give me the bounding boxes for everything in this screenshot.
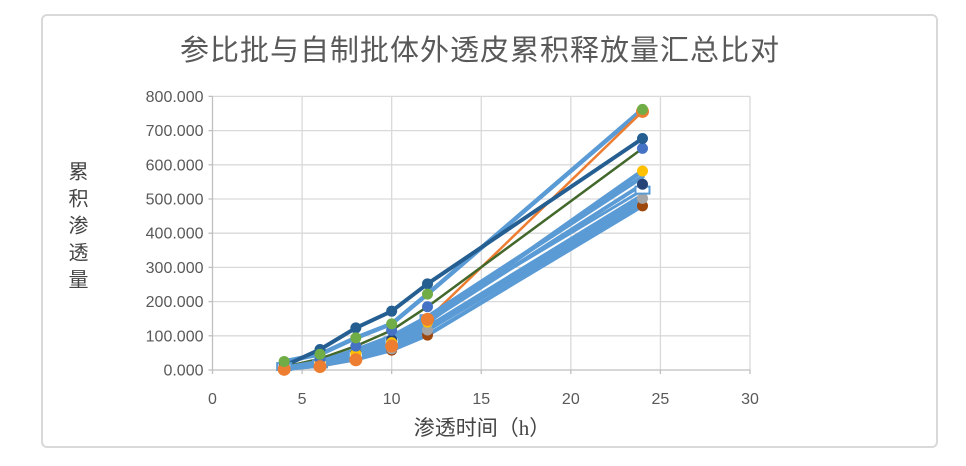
series-5-data-point: [637, 165, 648, 177]
series-7-data-point: [637, 178, 648, 190]
chart-title: 参比批与自制批体外透皮累积释放量汇总比对: [179, 35, 780, 67]
series-3-line: [282, 136, 645, 368]
x-axis-title: 渗透时间（h）: [413, 416, 551, 440]
series-2-data-point: [313, 360, 327, 374]
y-tick-label: 200.000: [146, 294, 204, 311]
series-4-data-point: [422, 301, 433, 313]
series-12-data-point: [637, 200, 648, 212]
series-3-data-point: [637, 132, 648, 144]
series-1-data-point: [386, 318, 398, 330]
series-3-data-point: [350, 322, 362, 334]
series-2-data-point: [385, 339, 399, 353]
series-2-data-point: [277, 362, 291, 376]
y-tick-label: 800.000: [146, 89, 204, 106]
series-10-data-point: [637, 192, 648, 204]
x-tick-label: 30: [741, 391, 759, 408]
series-4-data-point: [350, 340, 362, 352]
y-tick-label: 500.000: [146, 192, 204, 209]
x-tick-label: 5: [298, 391, 307, 408]
series-2-data-point: [421, 312, 434, 326]
y-tick-label: 300.000: [146, 260, 204, 277]
y-tick-label: 700.000: [146, 123, 204, 140]
x-tick-label: 20: [562, 391, 580, 408]
y-tick-label: 100.000: [146, 328, 204, 345]
series-4-data-point: [637, 142, 648, 154]
series-3-data-point: [386, 305, 398, 317]
series-1-line: [281, 107, 645, 364]
chart-frame: [41, 14, 938, 448]
series-1-data-point: [278, 355, 290, 367]
y-tick-label: 0.000: [163, 363, 203, 380]
series-1-data-point: [350, 332, 362, 344]
x-tick-label: 10: [383, 391, 401, 408]
series-2-data-point: [349, 353, 363, 367]
series-1-data-point: [422, 288, 433, 300]
y-axis-title: 累积渗透量: [65, 161, 87, 296]
x-tick-label: 0: [208, 391, 217, 408]
series-10-data-point: [422, 324, 433, 336]
series-1-data-point: [637, 103, 648, 115]
series-1-data-point: [314, 348, 326, 360]
y-tick-label: 400.000: [146, 226, 204, 243]
x-tick-label: 15: [472, 391, 490, 408]
series-3-data-point: [422, 278, 433, 290]
y-tick-label: 600.000: [146, 157, 204, 174]
x-tick-label: 25: [652, 391, 670, 408]
